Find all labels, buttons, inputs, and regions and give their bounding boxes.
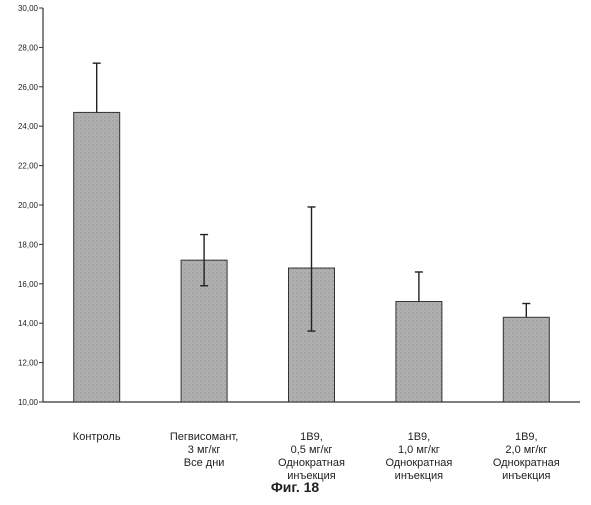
y-tick-label: 22,00 — [18, 162, 39, 171]
y-tick-label: 28,00 — [18, 43, 39, 52]
category-label: 1В9,2,0 мг/кгОднократнаяинъекция — [493, 431, 560, 482]
category-label-line: 0,5 мг/кг — [291, 444, 333, 456]
figure-caption: Фиг. 18 — [271, 479, 320, 495]
bar — [74, 112, 120, 402]
category-label-line: 1В9, — [300, 431, 323, 443]
y-tick-label: 20,00 — [18, 201, 39, 210]
category-label-line: 3 мг/кг — [188, 444, 221, 456]
y-tick-label: 14,00 — [18, 319, 39, 328]
category-label-line: Пегвисомант, — [170, 431, 238, 443]
bar — [396, 302, 442, 402]
bar — [503, 317, 549, 402]
category-label-line: 1В9, — [408, 431, 431, 443]
category-label-line: 1,0 мг/кг — [398, 444, 440, 456]
category-label: Пегвисомант,3 мг/кгВсе дни — [170, 431, 238, 469]
category-label: 1В9,1,0 мг/кгОднократнаяинъекция — [385, 431, 452, 482]
category-label-line: Однократная — [493, 457, 560, 469]
category-label-line: инъекция — [502, 470, 550, 482]
bars-layer — [74, 63, 550, 402]
category-label-line: 2,0 мг/кг — [505, 444, 547, 456]
y-tick-label: 30,00 — [18, 4, 39, 13]
y-tick-label: 18,00 — [18, 240, 39, 249]
category-label-line: Однократная — [385, 457, 452, 469]
category-labels: КонтрольПегвисомант,3 мг/кгВсе дни1В9,0,… — [73, 431, 560, 482]
y-tick-label: 26,00 — [18, 83, 39, 92]
category-label-line: Однократная — [278, 457, 345, 469]
y-tick-label: 24,00 — [18, 122, 39, 131]
y-tick-label: 16,00 — [18, 280, 39, 289]
category-label-line: Все дни — [184, 457, 225, 469]
category-label-line: 1В9, — [515, 431, 538, 443]
category-label: Контроль — [73, 431, 121, 443]
y-tick-label: 12,00 — [18, 359, 39, 368]
category-label: 1В9,0,5 мг/кгОднократнаяинъекция — [278, 431, 345, 482]
y-tick-label: 10,00 — [18, 398, 39, 407]
category-label-line: инъекция — [395, 470, 443, 482]
category-label-line: Контроль — [73, 431, 121, 443]
